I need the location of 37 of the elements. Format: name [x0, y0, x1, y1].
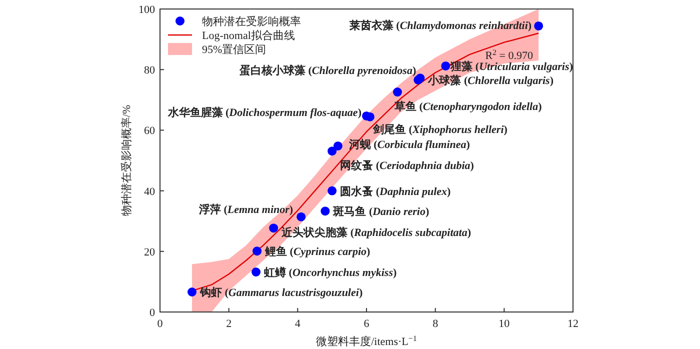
annotation: 斑马鱼 (Danio rerio)	[332, 205, 430, 218]
x-tick-label: 4	[294, 318, 301, 330]
y-tick-label: 100	[138, 4, 156, 16]
x-tick-label: 10	[498, 318, 510, 330]
annotation: 近头状尖胞藻 (Raphidocelis subcapitata)	[280, 226, 472, 240]
annotation: 蛋白核小球藻 (Chlorella pyrenoidosa)	[238, 64, 416, 77]
annotation: 草鱼 (Ctenopharyngodon idella)	[393, 100, 542, 114]
x-tick-label: 6	[364, 318, 370, 330]
annotation: 水华鱼腥藻 (Dolichospermum flos-aquae)	[166, 106, 362, 119]
x-tick-label: 8	[432, 318, 439, 330]
y-tick-label: 60	[144, 125, 156, 138]
annotation: 圆水蚤 (Daphnia pulex)	[340, 184, 452, 198]
legend-item: 物种潜在受影响概率	[176, 16, 301, 28]
annotation: 莱茵衣藻 (Chlamydomonas reinhardtii)	[348, 18, 532, 32]
annotation: 虹鳟 (Oncorhynchus mykiss)	[263, 266, 397, 280]
annotation: 小球藻 (Chlorella vulgaris)	[427, 74, 554, 88]
x-tick-label: 12	[568, 318, 578, 330]
annotation: 狸藻 (Utricularia vulgaris)	[450, 60, 574, 73]
annotation: R$^{2}$ = 0.970	[485, 48, 534, 62]
y-tick-label: 40	[144, 186, 156, 198]
legend-item: Log-nomal拟合曲线	[168, 30, 295, 42]
annotation: 鲤鱼 (Cyprinus carpio)	[264, 245, 371, 258]
legend-label: Log-nomal拟合曲线	[202, 29, 295, 42]
y-tick-label: 20	[144, 246, 156, 258]
y-tick-label: 0	[150, 307, 156, 319]
x-tick-label: 2	[226, 318, 232, 330]
legend-label: 物种潜在受影响概率	[202, 15, 301, 28]
annotation: 钩虾 (Gammarus lacustrisgouzulei)	[199, 286, 363, 299]
annotation: 浮萍 (Lemna minor)	[198, 202, 294, 216]
x-tick-label: 0	[157, 318, 164, 330]
annotation: 网纹蚤 (Ceriodaphnia dubia)	[340, 159, 474, 172]
x-axis-title: 微塑料丰度/items·L$^{−1}$	[316, 334, 417, 348]
annotation: 95%置信区间	[202, 44, 266, 56]
y-tick-label: 80	[144, 64, 156, 77]
legend-item: 95%置信区间	[168, 43, 266, 56]
annotation: 剑尾鱼 (Xiphophorus helleri)	[372, 122, 508, 136]
y-axis-title: 物种潜在受影响概率/%	[120, 104, 133, 216]
